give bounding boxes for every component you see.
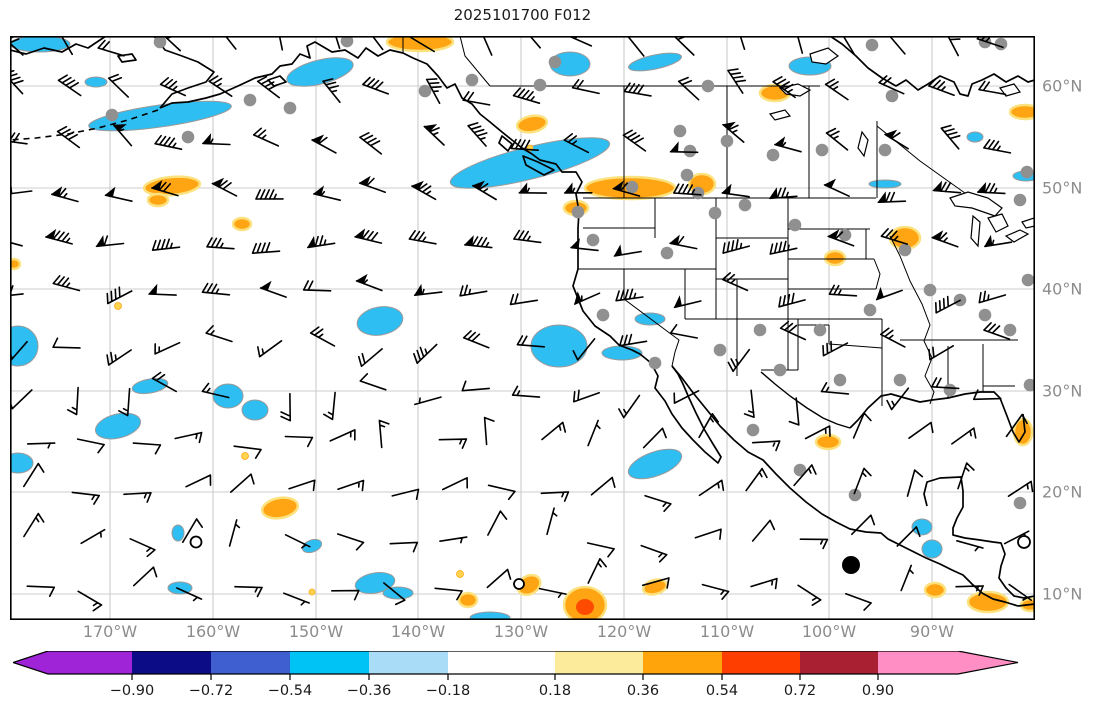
colorbar-tick-label: −0.36 — [346, 683, 392, 699]
colorbar-segment — [290, 651, 369, 674]
map-plot-area — [0, 21, 1042, 627]
colorbar-right-arrow — [958, 651, 1018, 674]
colorbar-tick-label: 0.72 — [783, 683, 817, 699]
x-tick-label: 110°W — [699, 622, 755, 641]
x-tick-label: 130°W — [493, 622, 549, 641]
plot-frame — [10, 36, 1036, 621]
colorbar-tick-label: 0.18 — [538, 683, 572, 699]
y-tick-label: 50°N — [1042, 178, 1083, 198]
y-tick-label: 40°N — [1042, 279, 1083, 299]
colorbar-segment — [555, 651, 643, 674]
colorbar-tick-label: −0.72 — [188, 683, 234, 699]
colorbar-segment — [211, 651, 290, 674]
colorbar-segment — [643, 651, 722, 674]
colorbar-tick-label: 0.54 — [705, 683, 739, 699]
colorbar-tick-label: 0.90 — [861, 683, 895, 699]
x-tick-label: 100°W — [801, 622, 857, 641]
plot-title: 2025101700 F012 — [453, 6, 592, 24]
x-tick-label: 150°W — [288, 622, 344, 641]
x-tick-label: 90°W — [909, 622, 955, 641]
colorbar-segment — [800, 651, 878, 674]
special-markers — [189, 535, 1031, 590]
y-tick-label: 30°N — [1042, 381, 1083, 401]
colorbar-segment — [878, 651, 958, 674]
x-tick-label: 160°W — [185, 622, 241, 641]
colorbar-segment — [369, 651, 448, 674]
colorbar-tick-label: 0.36 — [626, 683, 660, 699]
x-tick-label: 140°W — [390, 622, 446, 641]
colorbar-left-arrow — [13, 651, 48, 674]
colorbar-tick-labels: −0.90 −0.72 −0.54 −0.36 −0.18 0.18 0.36 0.54 0.7… — [13, 683, 1020, 703]
y-tick-label: 10°N — [1042, 584, 1083, 604]
colorbar-tick-label: −0.18 — [425, 683, 471, 699]
map-canvas — [0, 21, 1042, 627]
colorbar-segment — [132, 651, 211, 674]
x-tick-label: 120°W — [596, 622, 652, 641]
y-tick-label: 20°N — [1042, 482, 1083, 502]
wind-barbs — [0, 21, 1034, 612]
colorbar-tick-label: −0.90 — [109, 683, 155, 699]
colorbar-canvas — [11, 650, 1019, 680]
colorbar-outline — [11, 650, 1019, 675]
colorbar — [11, 650, 1020, 681]
x-tick-label: 170°W — [82, 622, 138, 641]
colorbar-segment — [48, 651, 132, 674]
colorbar-segment — [448, 651, 555, 674]
station-dots — [105, 34, 1037, 510]
colorbar-tick-label: −0.54 — [267, 683, 313, 699]
colorbar-segment — [722, 651, 800, 674]
y-tick-label: 60°N — [1042, 76, 1083, 96]
